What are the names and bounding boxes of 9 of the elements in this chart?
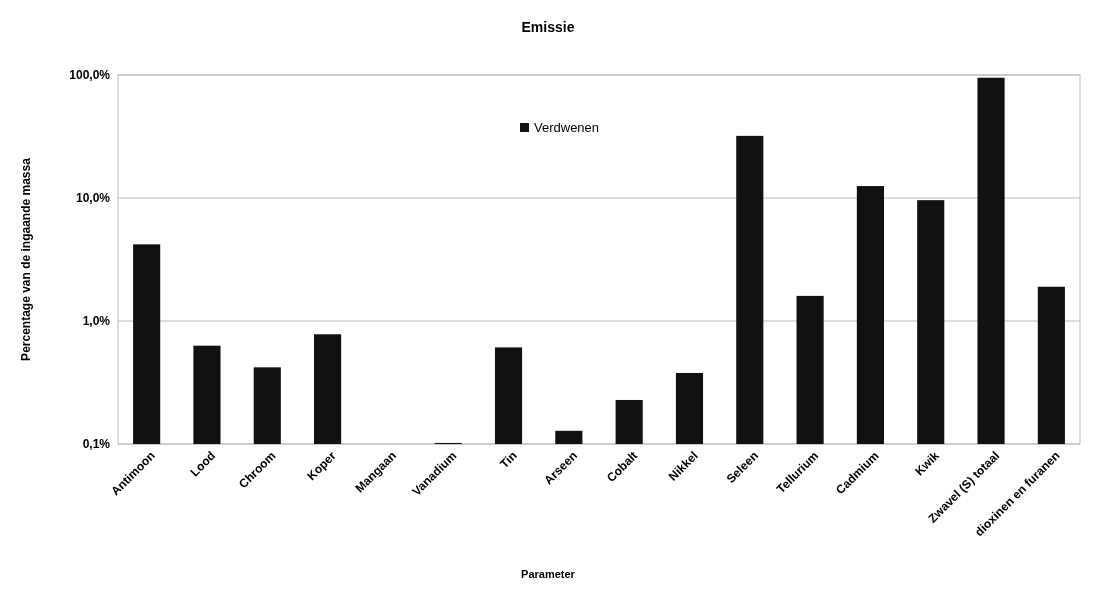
legend-label: Verdwenen: [534, 120, 600, 135]
y-tick-label: 10,0%: [75, 191, 111, 206]
chart-title: Emissie: [521, 19, 575, 35]
x-axis-title: Parameter: [521, 568, 576, 580]
y-tick-label: 1,0%: [82, 314, 111, 329]
y-axis-title: Percentage van de ingaande massa: [19, 157, 33, 361]
x-tick-label: Tin: [497, 448, 520, 472]
y-tick-label: 100,0%: [69, 68, 111, 83]
y-tick-label: 0,1%: [82, 437, 111, 452]
